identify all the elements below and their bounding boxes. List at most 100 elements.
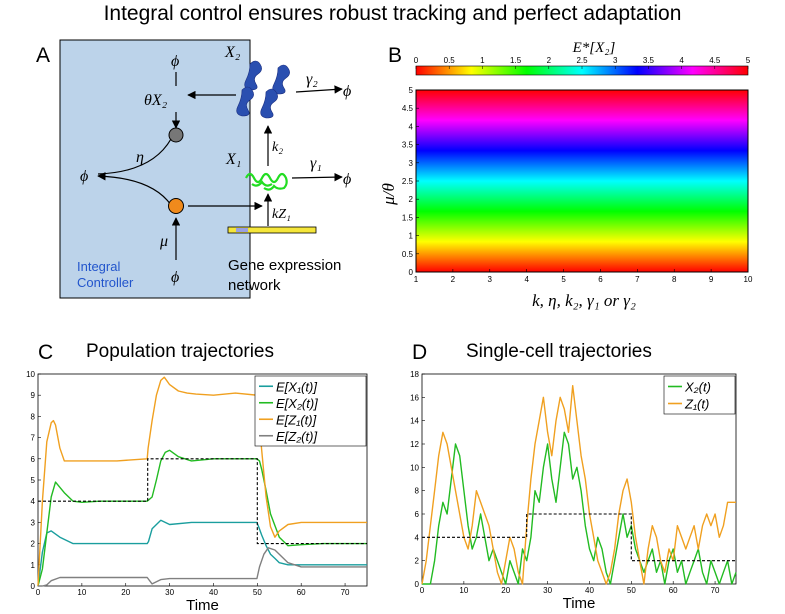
heatmap-y-tick-label: 3 — [409, 159, 414, 168]
legend-box — [254, 375, 367, 447]
heatmap-y-tick-label: 3.5 — [402, 141, 414, 150]
heatmap-x-tick-label: 2 — [451, 275, 456, 284]
y-tick-label: 1 — [31, 561, 36, 570]
k2-label: k₂ — [272, 140, 283, 155]
colorbar-tick-label: 0 — [414, 56, 419, 65]
colorbar-tick-label: 2.5 — [576, 56, 588, 65]
orange-node — [168, 198, 184, 214]
colorbar-tick-label: 1 — [480, 56, 485, 65]
x-tick-label: 70 — [341, 588, 350, 597]
heatmap-x-tick-label: 4 — [524, 275, 529, 284]
y-tick-label: 0 — [31, 582, 36, 591]
legend: E[X₁(t)] E[X₂(t)]E[Z₁(t)] E[Z₂(t)] — [254, 375, 367, 447]
y-tick-label: 14 — [410, 417, 419, 426]
heatmap-x-tick-label: 9 — [709, 275, 714, 284]
network-label-line2: network — [228, 277, 281, 294]
y-tick-label: 4 — [415, 533, 420, 542]
heatmap-y-tick-label: 5 — [409, 86, 414, 95]
heatmap-x-tick-label: 7 — [635, 275, 640, 284]
y-tick-label: 7 — [31, 434, 36, 443]
y-tick-label: 10 — [26, 370, 35, 379]
panel-b-letter: B — [388, 44, 403, 67]
x-tick-label: 40 — [209, 588, 218, 597]
x-tick-label: 30 — [165, 588, 174, 597]
x-tick-label: 10 — [459, 586, 468, 595]
colorbar-tick-label: 1.5 — [510, 56, 522, 65]
heatmap-x-tick-label: 6 — [598, 275, 603, 284]
x-axis-label: Time — [563, 595, 596, 612]
x-tick-label: 40 — [585, 586, 594, 595]
x-tick-label: 50 — [627, 586, 636, 595]
x-tick-label: 50 — [253, 588, 262, 597]
x-tick-label: 30 — [543, 586, 552, 595]
colorbar-tick-label: 3 — [613, 56, 618, 65]
controller-label-line1: Integral — [77, 259, 120, 274]
phi-right-mid: ϕ — [343, 171, 351, 188]
x-tick-label: 20 — [121, 588, 130, 597]
y-tick-label: 18 — [410, 370, 419, 379]
x-tick-label: 60 — [669, 586, 678, 595]
colorbar-tick-label: 3.5 — [643, 56, 655, 65]
heatmap-x-tick-label: 8 — [672, 275, 677, 284]
kz1-label: kZ₁ — [272, 207, 291, 222]
legend-label: E[Z₁(t)] — [276, 412, 317, 427]
colorbar-title: E*[X₂] — [572, 40, 616, 56]
protein-x2-icon — [236, 60, 290, 119]
legend-label: Z₁(t) — [684, 397, 709, 412]
x2-label: X₂ — [224, 44, 241, 61]
heatmap-y-tick-label: 2 — [409, 195, 414, 204]
x1-label: X₁ — [225, 151, 241, 168]
heatmap-y-tick-label: 0 — [409, 268, 414, 277]
y-tick-label: 10 — [410, 463, 419, 472]
panel-c-letter: C — [38, 341, 54, 364]
theta-x2-label: θX₂ — [144, 92, 168, 109]
panel-c-chart: 0 10 20 30 40 50 60 70012345678910TimeE[X₁(t)]E… — [26, 370, 368, 614]
series-line-1 — [37, 449, 367, 587]
y-tick-label: 6 — [31, 455, 36, 464]
heatmap-ylabel: μ/θ — [380, 183, 398, 206]
y-tick-label: 3 — [31, 518, 36, 527]
network-label-line1: Gene expression — [228, 257, 341, 274]
x-tick-label: 10 — [77, 588, 86, 597]
legend-label: X₂(t) — [684, 380, 711, 395]
panel-a-diagram: Integral Controller ϕ θX₂ ϕ η μ ϕ X₂ γ₂ … — [59, 39, 351, 299]
colorbar-tick-label: 4.5 — [709, 56, 721, 65]
phi-bottom: ϕ — [171, 269, 179, 286]
panel-a-letter: A — [36, 44, 51, 67]
y-tick-label: 12 — [410, 440, 419, 449]
colorbar-tick-label: 5 — [746, 56, 751, 65]
setpoint-line — [38, 458, 367, 545]
heatmap-y-tick-label: 1 — [409, 232, 414, 241]
series-line-2 — [37, 376, 367, 587]
figure-title: Integral control ensures robust tracking… — [103, 2, 682, 25]
x-tick-label: 60 — [297, 588, 306, 597]
series-line-0 — [37, 519, 367, 587]
controller-label-line2: Controller — [77, 275, 134, 290]
y-tick-label: 2 — [31, 540, 36, 549]
gray-node — [168, 127, 184, 143]
heatmap-xlabel: k, η, k₂, γ₁ or γ₂ — [532, 291, 636, 310]
x-tick-label: 20 — [501, 586, 510, 595]
heatmap-area — [415, 89, 749, 273]
panel-c-subtitle: Population trajectories — [86, 341, 274, 362]
mrna-x1-icon — [245, 172, 288, 191]
x-tick-label: 0 — [420, 586, 425, 595]
colorbar-tick-label: 2 — [547, 56, 552, 65]
y-tick-label: 2 — [415, 557, 420, 566]
legend-label: E[Z₂(t)] — [276, 429, 317, 444]
heatmap-x-tick-label: 1 — [414, 275, 419, 284]
x-tick-label: 70 — [711, 586, 720, 595]
heatmap-y-tick-label: 1.5 — [402, 213, 414, 222]
y-tick-label: 9 — [31, 391, 36, 400]
colorbar-tick-label: 0.5 — [444, 56, 456, 65]
legend-label: E[X₂(t)] — [276, 396, 318, 411]
gene-bar — [227, 226, 317, 234]
controller-box — [59, 39, 251, 299]
mu-label: μ — [159, 233, 168, 250]
heatmap-y-tick-label: 0.5 — [402, 250, 414, 259]
gamma2-label: γ₂ — [306, 71, 318, 88]
panel-d-chart: 0 10 20 30 40 50 60 70 0 2 4 6 8 10 12 14 16 18 Time X₂(t) Z… — [410, 370, 737, 612]
panel-d-letter: D — [412, 341, 428, 364]
colorbar-tick-label: 4 — [679, 56, 684, 65]
x-tick-label: 0 — [36, 588, 41, 597]
